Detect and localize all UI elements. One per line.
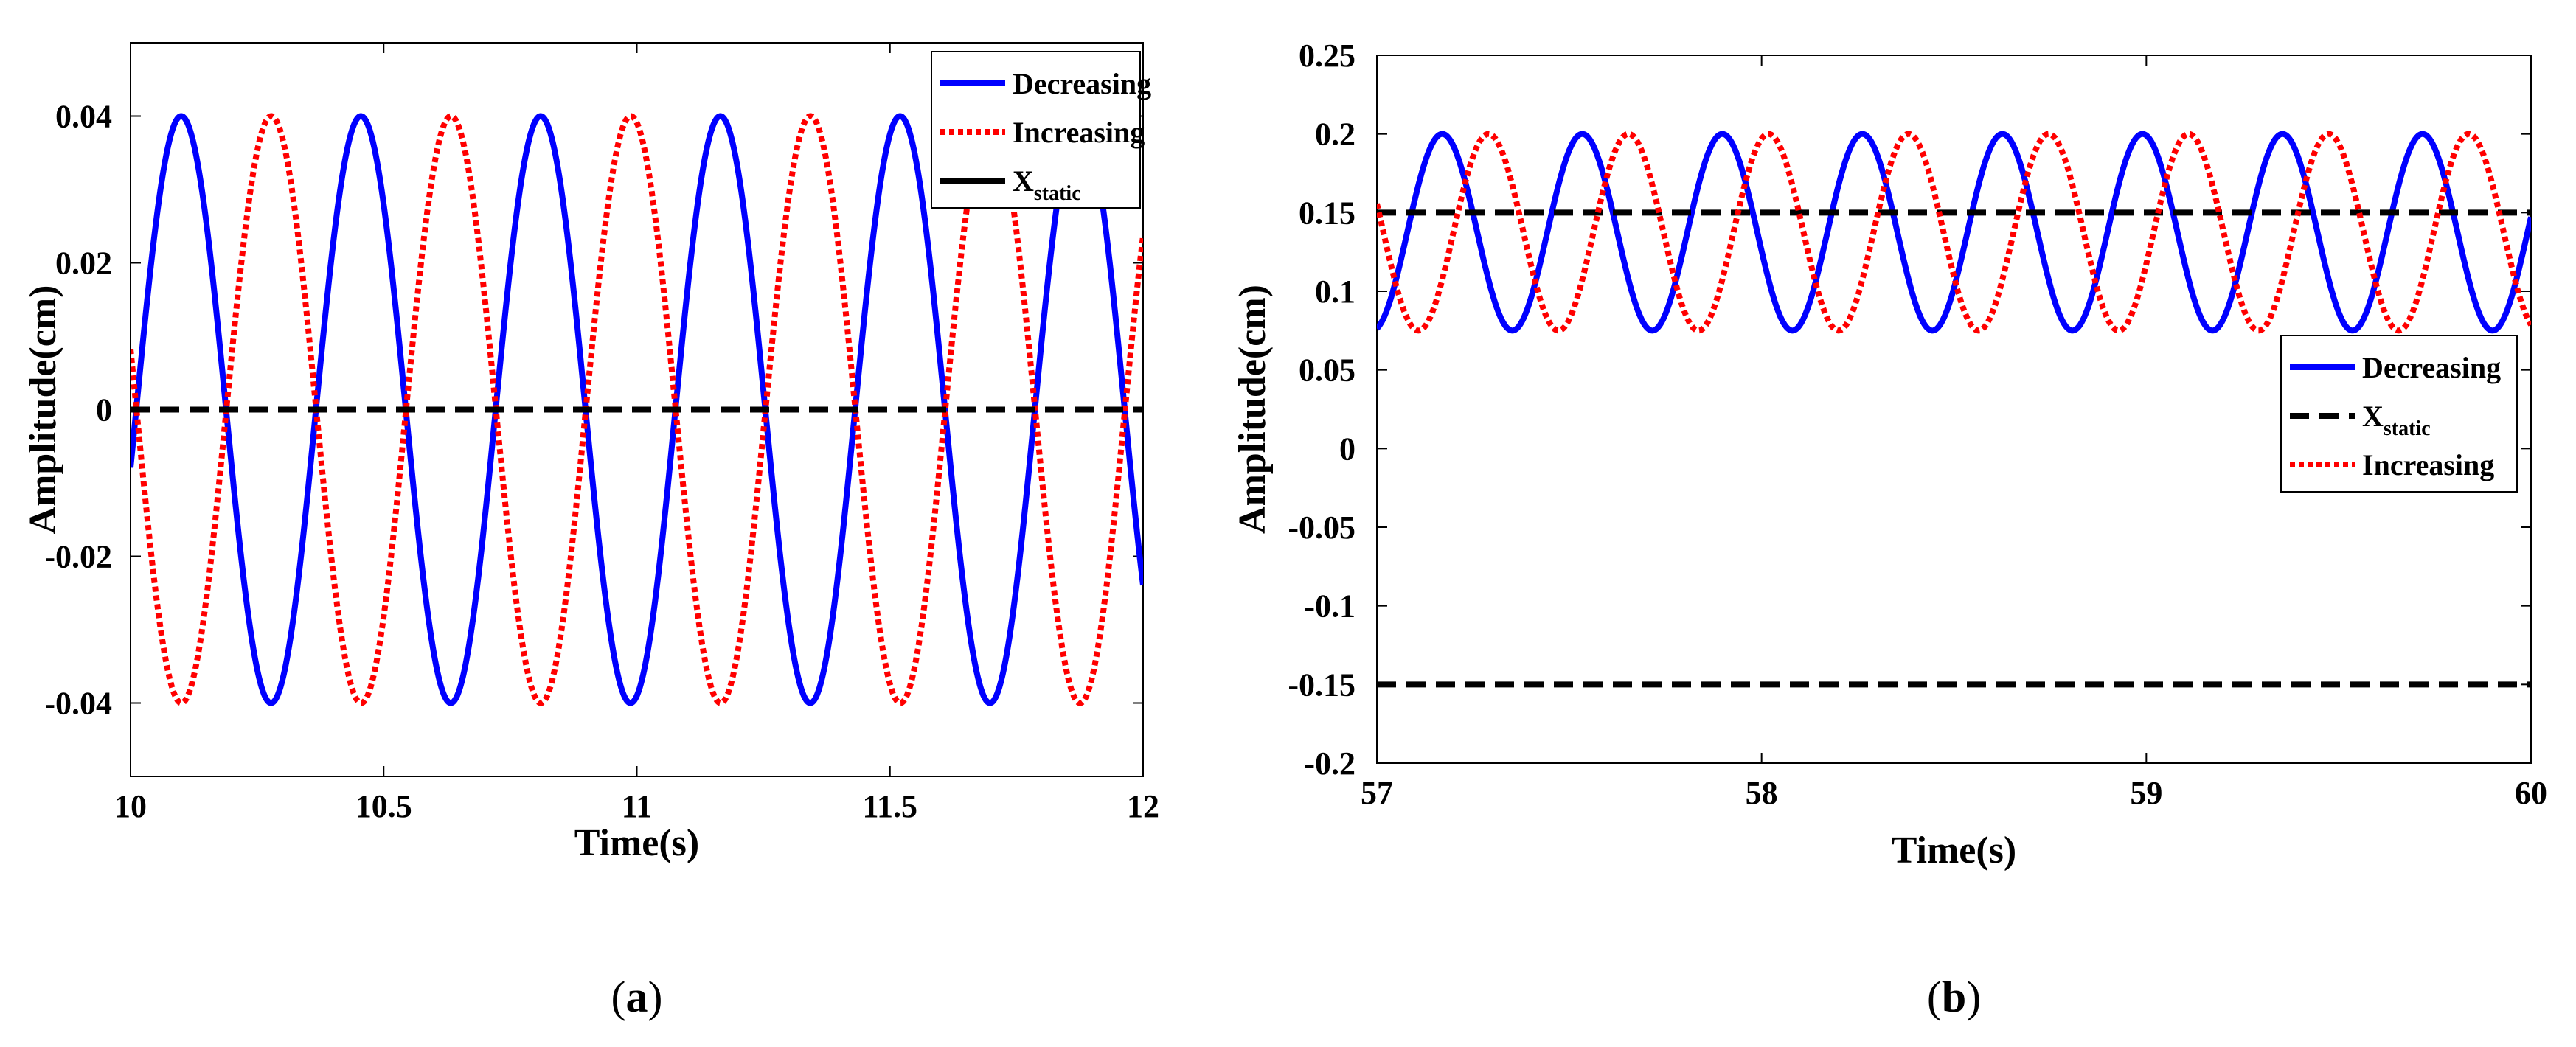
- y-tick-label: 0.02: [55, 246, 112, 282]
- y-tick-label: -0.2: [1304, 745, 1355, 782]
- x-tick-label: 58: [1746, 775, 1778, 811]
- legend-entry-text: Increasing: [2362, 448, 2494, 481]
- x-tick-label: 11: [622, 788, 653, 824]
- x-tick-label: 12: [1127, 788, 1159, 824]
- chart-panel-a: 10 10.5 11 11.5 12 -0.04 -0.02 0 0.02 0.04 Time(s)…: [22, 42, 1159, 1021]
- y-tick-label: 0: [96, 392, 112, 428]
- x-tick-label: 57: [1361, 775, 1393, 811]
- legend-entry-text: Decreasing: [2362, 351, 2501, 384]
- series-line-decreasing: [1377, 131, 2531, 334]
- x-tick-label: 10: [114, 788, 147, 824]
- series-line-increasing: [1377, 131, 2531, 334]
- series-line-decreasing: [131, 113, 1143, 706]
- y-tick-label: -0.02: [44, 539, 112, 575]
- y-tick-label: -0.15: [1288, 667, 1355, 703]
- y-tick-label: 0: [1339, 431, 1355, 467]
- y-tick-label: 0.25: [1299, 38, 1355, 74]
- x-tick-label: 59: [2130, 775, 2162, 811]
- legend-entry-text: Increasing: [1013, 116, 1145, 149]
- y-tick-label: -0.04: [44, 686, 112, 722]
- y-tick-label: -0.1: [1304, 588, 1355, 625]
- x-axis-title: Time(s): [574, 822, 699, 864]
- chart-panel-b: 57 58 59 60 -0.2 -0.15 -0.1 -0.05 0 0.05 0.1 0.15 0.…: [1232, 38, 2547, 1021]
- series-layer: [1377, 131, 2531, 688]
- panel-label: (a): [611, 973, 663, 1021]
- y-axis-title: Amplitude(cm): [1232, 285, 1274, 534]
- y-tick-label: -0.05: [1288, 509, 1355, 546]
- y-tick-label: 0.2: [1315, 116, 1355, 153]
- y-tick-label: 0.05: [1299, 352, 1355, 389]
- panel-label: (b): [1927, 973, 1981, 1021]
- legend-entry-text: Decreasing: [1013, 67, 1151, 100]
- y-axis-title: Amplitude(cm): [22, 285, 64, 535]
- x-axis-title: Time(s): [1892, 829, 2016, 872]
- x-tick-label: 60: [2515, 775, 2547, 811]
- y-tick-label: 0.04: [55, 99, 112, 135]
- x-tick-label: 10.5: [355, 788, 412, 824]
- x-tick-label: 11.5: [862, 788, 917, 824]
- y-tick-label: 0.15: [1299, 195, 1355, 231]
- y-tick-label: 0.1: [1315, 274, 1355, 310]
